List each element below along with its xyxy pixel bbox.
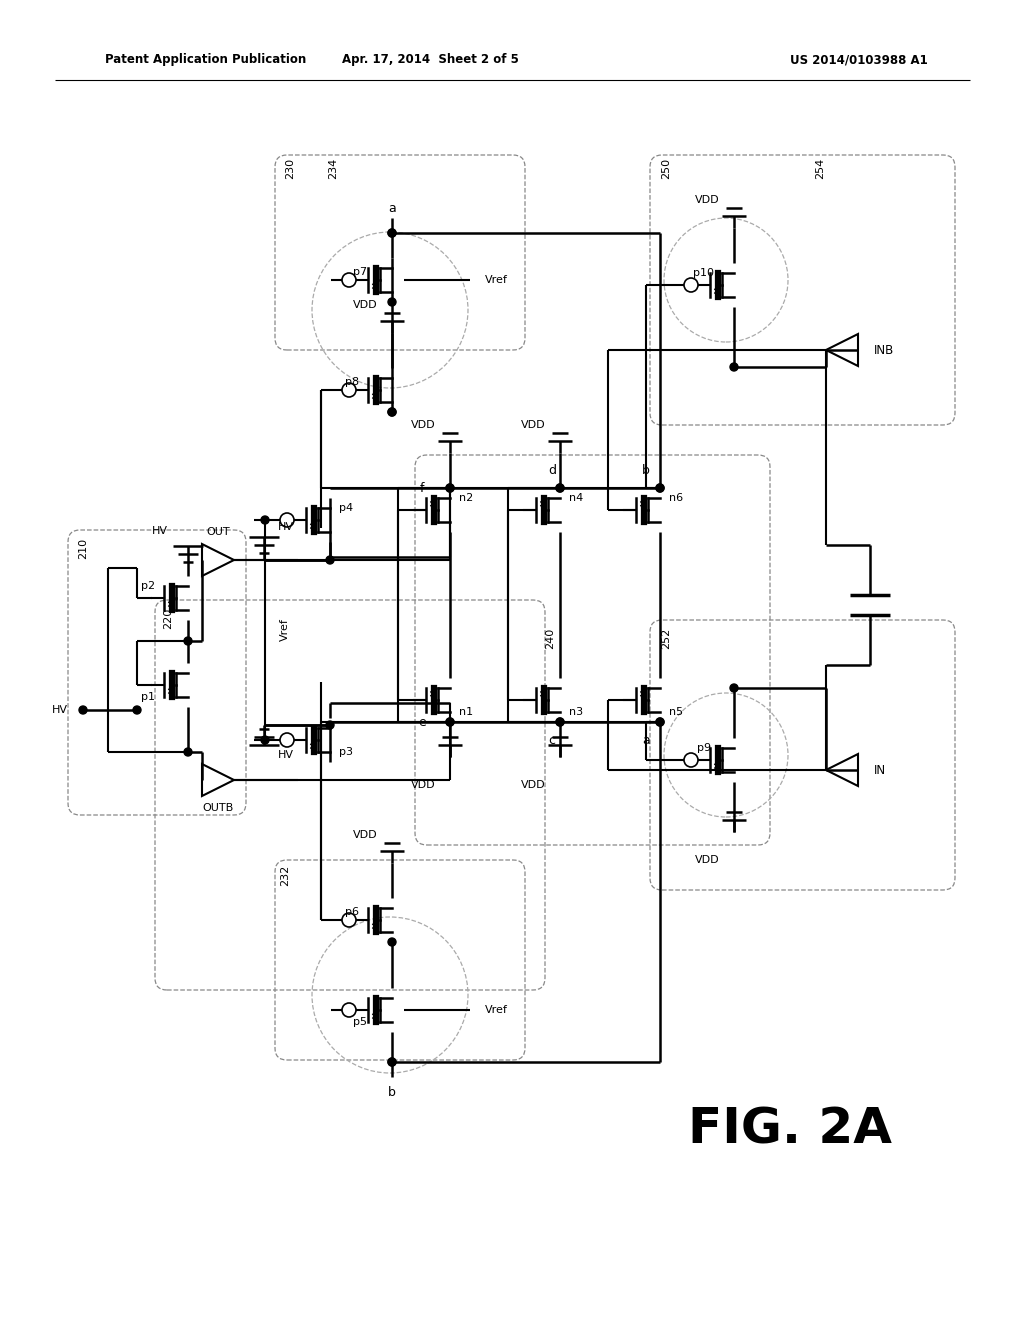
Text: INB: INB (874, 343, 894, 356)
Text: p1: p1 (141, 692, 155, 702)
Text: 254: 254 (815, 157, 825, 178)
Circle shape (388, 228, 396, 238)
Text: FIG. 2A: FIG. 2A (688, 1106, 892, 1154)
Circle shape (684, 279, 698, 292)
Text: p7: p7 (353, 267, 367, 277)
Text: 230: 230 (285, 157, 295, 178)
Circle shape (656, 718, 664, 726)
Text: p5: p5 (353, 1016, 367, 1027)
Circle shape (656, 484, 664, 492)
Text: p4: p4 (339, 503, 353, 513)
Text: 220: 220 (163, 607, 173, 628)
Text: p3: p3 (339, 747, 353, 756)
Circle shape (556, 718, 564, 726)
Circle shape (446, 718, 454, 726)
Text: VDD: VDD (694, 195, 719, 205)
Text: HV: HV (152, 525, 168, 536)
Circle shape (261, 737, 269, 744)
Circle shape (388, 1059, 396, 1067)
Text: HV: HV (278, 521, 294, 532)
Text: HV: HV (278, 750, 294, 760)
Circle shape (342, 913, 356, 927)
Text: a: a (388, 202, 396, 214)
Text: VDD: VDD (411, 780, 435, 789)
Text: e: e (418, 715, 426, 729)
Circle shape (280, 733, 294, 747)
Text: 210: 210 (78, 537, 88, 558)
Text: 240: 240 (545, 627, 555, 648)
Circle shape (388, 408, 396, 416)
Circle shape (388, 228, 396, 238)
Text: p8: p8 (345, 378, 359, 387)
Circle shape (556, 484, 564, 492)
Circle shape (133, 706, 141, 714)
Text: p9: p9 (697, 743, 711, 752)
Circle shape (446, 484, 454, 492)
Text: VDD: VDD (694, 855, 719, 865)
Circle shape (342, 273, 356, 286)
Circle shape (730, 363, 738, 371)
Circle shape (261, 516, 269, 524)
Circle shape (280, 513, 294, 527)
Text: Vref: Vref (485, 275, 508, 285)
Text: b: b (642, 463, 650, 477)
Text: VDD: VDD (352, 300, 377, 310)
Text: HV: HV (52, 705, 68, 715)
Text: VDD: VDD (352, 830, 377, 840)
Circle shape (326, 721, 334, 729)
Circle shape (184, 638, 193, 645)
Text: 234: 234 (328, 157, 338, 178)
Circle shape (388, 408, 396, 416)
Text: n6: n6 (669, 492, 683, 503)
Text: OUT: OUT (206, 527, 229, 537)
Circle shape (326, 556, 334, 564)
Circle shape (388, 939, 396, 946)
Circle shape (388, 298, 396, 306)
Text: a: a (642, 734, 650, 747)
Text: p2: p2 (141, 581, 155, 591)
Circle shape (656, 718, 664, 726)
Circle shape (556, 718, 564, 726)
Circle shape (446, 484, 454, 492)
Circle shape (656, 484, 664, 492)
Circle shape (342, 1003, 356, 1016)
Text: p6: p6 (345, 907, 359, 917)
Text: n3: n3 (569, 708, 583, 717)
Text: 232: 232 (280, 865, 290, 886)
Text: US 2014/0103988 A1: US 2014/0103988 A1 (790, 54, 928, 66)
Text: n4: n4 (569, 492, 583, 503)
Text: OUTB: OUTB (203, 803, 233, 813)
Text: 250: 250 (662, 157, 671, 178)
Text: VDD: VDD (520, 780, 546, 789)
Text: c: c (549, 734, 555, 747)
Circle shape (446, 718, 454, 726)
Text: Patent Application Publication: Patent Application Publication (105, 54, 306, 66)
Circle shape (730, 684, 738, 692)
Text: b: b (388, 1085, 396, 1098)
Text: n2: n2 (459, 492, 473, 503)
Circle shape (184, 748, 193, 756)
Text: Vref: Vref (485, 1005, 508, 1015)
Text: d: d (548, 463, 556, 477)
Text: p10: p10 (693, 268, 715, 279)
Text: VDD: VDD (411, 420, 435, 430)
Circle shape (342, 383, 356, 397)
Text: IN: IN (874, 763, 886, 776)
Text: Vref: Vref (280, 619, 290, 642)
Circle shape (556, 484, 564, 492)
Text: Apr. 17, 2014  Sheet 2 of 5: Apr. 17, 2014 Sheet 2 of 5 (342, 54, 518, 66)
Text: n1: n1 (459, 708, 473, 717)
Circle shape (79, 706, 87, 714)
Text: f: f (420, 482, 424, 495)
Text: n5: n5 (669, 708, 683, 717)
Text: VDD: VDD (520, 420, 546, 430)
Circle shape (684, 752, 698, 767)
Circle shape (388, 1059, 396, 1067)
Text: 252: 252 (662, 627, 671, 648)
